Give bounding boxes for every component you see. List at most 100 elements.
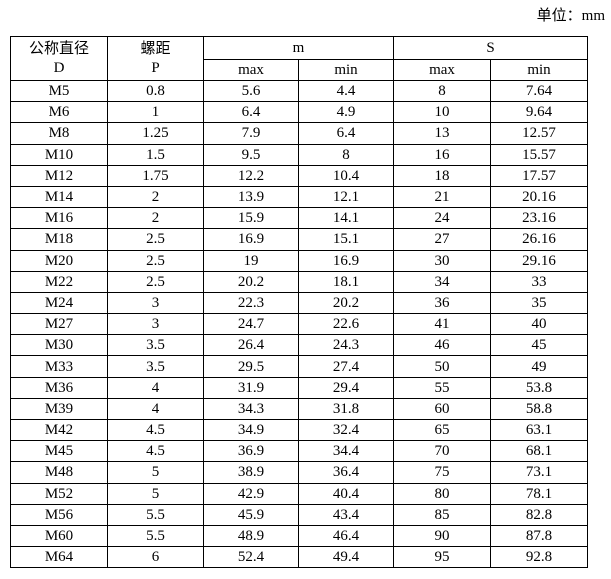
cell-m-max: 34.3 <box>203 397 299 421</box>
cell-s-min: 9.64 <box>490 101 589 124</box>
table-row: M10 1.5 9.5 8 16 15.57 <box>10 143 589 166</box>
header-pitch: 螺距 P <box>107 36 204 81</box>
cell-m-max: 36.9 <box>203 440 299 463</box>
cell-m-max: 24.7 <box>203 313 299 336</box>
cell-m-min: 29.4 <box>297 376 395 399</box>
cell-s-max: 21 <box>393 185 492 209</box>
cell-s-min: 63.1 <box>490 418 589 442</box>
table-row: M64 6 52.4 49.4 95 92.8 <box>10 546 589 569</box>
cell-pitch: 2 <box>107 207 204 230</box>
table-row: M5 0.8 5.6 4.4 8 7.64 <box>10 79 589 103</box>
cell-s-max: 65 <box>393 418 492 442</box>
header-d: D <box>53 59 65 76</box>
cell-pitch: 5 <box>107 482 204 505</box>
table-row: M18 2.5 16.9 15.1 27 26.16 <box>10 228 589 251</box>
cell-m-max: 19 <box>203 249 299 272</box>
cell-s-min: 33 <box>490 270 589 293</box>
cell-s-min: 17.57 <box>490 164 589 187</box>
cell-diameter: M27 <box>10 313 108 336</box>
cell-m-max: 12.2 <box>203 164 299 187</box>
cell-s-max: 95 <box>393 546 492 569</box>
cell-pitch: 4.5 <box>107 440 204 463</box>
cell-pitch: 3 <box>107 291 204 315</box>
cell-s-min: 7.64 <box>490 79 589 103</box>
cell-s-min: 68.1 <box>490 440 589 463</box>
cell-pitch: 1.5 <box>107 143 204 166</box>
cell-diameter: M16 <box>10 207 108 230</box>
header-p: P <box>151 59 160 76</box>
header-nominal-diameter: 公称直径 D <box>10 36 108 81</box>
cell-diameter: M45 <box>10 440 108 463</box>
cell-s-min: 92.8 <box>490 546 589 569</box>
table-row: M20 2.5 19 16.9 30 29.16 <box>10 249 589 272</box>
cell-diameter: M8 <box>10 122 108 145</box>
cell-m-min: 15.1 <box>297 228 395 251</box>
cell-s-max: 16 <box>393 143 492 166</box>
cell-s-min: 49 <box>490 355 589 378</box>
cell-diameter: M56 <box>10 503 108 526</box>
cell-pitch: 1.25 <box>107 122 204 145</box>
cell-pitch: 5.5 <box>107 524 204 548</box>
table-row: M39 4 34.3 31.8 60 58.8 <box>10 397 589 421</box>
cell-m-max: 26.4 <box>203 334 299 357</box>
table-row: M12 1.75 12.2 10.4 18 17.57 <box>10 164 589 187</box>
cell-m-min: 8 <box>297 143 395 166</box>
cell-m-min: 4.9 <box>297 101 395 124</box>
cell-s-max: 36 <box>393 291 492 315</box>
table-row: M22 2.5 20.2 18.1 34 33 <box>10 270 589 293</box>
cell-pitch: 2 <box>107 185 204 209</box>
cell-m-min: 34.4 <box>297 440 395 463</box>
table-row: M27 3 24.7 22.6 41 40 <box>10 313 589 336</box>
cell-s-min: 78.1 <box>490 482 589 505</box>
cell-s-min: 29.16 <box>490 249 589 272</box>
cell-m-max: 45.9 <box>203 503 299 526</box>
cell-m-max: 48.9 <box>203 524 299 548</box>
table-row: M42 4.5 34.9 32.4 65 63.1 <box>10 418 589 442</box>
cell-s-min: 45 <box>490 334 589 357</box>
cell-s-max: 55 <box>393 376 492 399</box>
cell-s-max: 10 <box>393 101 492 124</box>
cell-diameter: M48 <box>10 461 108 484</box>
cell-m-max: 13.9 <box>203 185 299 209</box>
cell-s-min: 87.8 <box>490 524 589 548</box>
cell-m-min: 40.4 <box>297 482 395 505</box>
cell-m-max: 42.9 <box>203 482 299 505</box>
table-row: M24 3 22.3 20.2 36 35 <box>10 291 589 315</box>
cell-m-min: 4.4 <box>297 79 395 103</box>
cell-m-min: 14.1 <box>297 207 395 230</box>
cell-s-max: 50 <box>393 355 492 378</box>
cell-diameter: M64 <box>10 546 108 569</box>
cell-s-max: 70 <box>393 440 492 463</box>
header-s-max: max <box>393 59 492 81</box>
cell-pitch: 6 <box>107 546 204 569</box>
cell-diameter: M18 <box>10 228 108 251</box>
cell-diameter: M42 <box>10 418 108 442</box>
cell-pitch: 2.5 <box>107 270 204 293</box>
cell-s-min: 35 <box>490 291 589 315</box>
table-row: M36 4 31.9 29.4 55 53.8 <box>10 376 589 399</box>
cell-diameter: M12 <box>10 164 108 187</box>
unit-label: 单位：mm <box>536 8 605 24</box>
cell-s-max: 8 <box>393 79 492 103</box>
cell-m-min: 31.8 <box>297 397 395 421</box>
cell-diameter: M60 <box>10 524 108 548</box>
table-row: M48 5 38.9 36.4 75 73.1 <box>10 461 589 484</box>
table-row: M60 5.5 48.9 46.4 90 87.8 <box>10 524 589 548</box>
header-s-min: min <box>490 59 589 81</box>
cell-s-min: 82.8 <box>490 503 589 526</box>
header-p-cn: 螺距 <box>140 40 171 57</box>
cell-s-min: 12.57 <box>490 122 589 145</box>
cell-s-max: 27 <box>393 228 492 251</box>
cell-m-min: 12.1 <box>297 185 395 209</box>
cell-s-max: 41 <box>393 313 492 336</box>
cell-pitch: 5 <box>107 461 204 484</box>
cell-diameter: M6 <box>10 101 108 124</box>
cell-diameter: M14 <box>10 185 108 209</box>
cell-pitch: 1.75 <box>107 164 204 187</box>
cell-m-min: 20.2 <box>297 291 395 315</box>
cell-pitch: 3.5 <box>107 355 204 378</box>
cell-pitch: 2.5 <box>107 249 204 272</box>
cell-diameter: M36 <box>10 376 108 399</box>
nut-dimension-table: 公称直径 D 螺距 P m S max min max min M5 0.8 5.6… <box>10 36 589 569</box>
cell-pitch: 0.8 <box>107 79 204 103</box>
